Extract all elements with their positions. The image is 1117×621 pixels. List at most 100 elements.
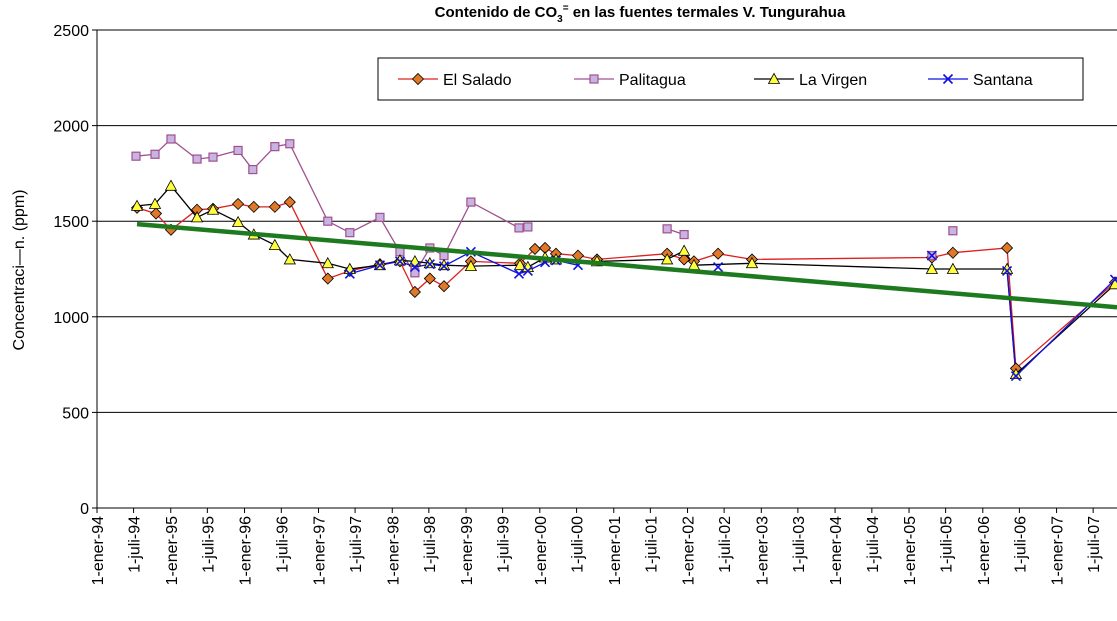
marker <box>678 253 691 266</box>
marker <box>711 247 725 260</box>
marker <box>464 259 478 272</box>
series-line <box>349 251 1116 378</box>
x-tick-label: 1-juli-04 <box>865 516 882 573</box>
marker <box>712 262 724 273</box>
marker <box>345 228 355 238</box>
marker <box>423 272 436 285</box>
marker <box>208 152 218 162</box>
marker <box>926 250 937 261</box>
marker <box>438 261 450 272</box>
marker <box>408 285 421 299</box>
trend-line <box>136 221 1117 310</box>
x-tick-label: 1-ener-96 <box>238 516 255 585</box>
marker <box>394 256 406 267</box>
y-tick-label: 1500 <box>53 214 89 231</box>
marker <box>393 254 407 266</box>
chart-title: Contenido de CO3= en las fuentes termale… <box>435 3 846 25</box>
marker <box>410 268 420 278</box>
marker <box>285 139 295 149</box>
x-tick-label: 1-ener-03 <box>754 516 771 585</box>
marker <box>745 256 759 269</box>
marker <box>513 268 525 279</box>
marker <box>1010 371 1022 382</box>
marker <box>270 142 280 152</box>
title-rest: en las fuentes termales V. Tungurahua <box>569 4 846 21</box>
marker <box>424 259 435 270</box>
marker <box>321 272 334 285</box>
x-tick-label: 1-juli-97 <box>348 516 365 573</box>
marker <box>192 154 202 164</box>
marker <box>283 253 296 265</box>
marker <box>323 216 333 226</box>
marker <box>268 200 281 213</box>
marker <box>514 223 524 233</box>
marker <box>948 226 958 236</box>
x-tick-label: 1-ener-05 <box>902 516 919 585</box>
legend-box <box>377 57 1084 101</box>
marker <box>677 244 691 256</box>
marker <box>466 197 476 207</box>
marker <box>679 229 689 240</box>
x-tick-label: 1-juli-99 <box>496 516 513 573</box>
x-tick-label: 1-ener-95 <box>164 516 181 585</box>
marker <box>522 265 533 276</box>
x-tick-label: 1-juli-07 <box>1086 516 1103 573</box>
x-tick-label: 1-ener-99 <box>459 516 476 585</box>
marker <box>942 73 954 85</box>
marker <box>130 199 144 211</box>
x-tick-label: 1-juli-98 <box>422 516 439 573</box>
marker <box>248 164 258 175</box>
marker <box>409 262 420 273</box>
title-sup: = <box>563 3 569 14</box>
x-tick-label: 1-ener-01 <box>607 516 624 585</box>
marker <box>1108 277 1117 290</box>
marker <box>283 196 296 209</box>
y-axis-label: Concentraci—n. (ppm) <box>11 190 28 351</box>
y-tick-label: 2500 <box>53 23 89 40</box>
x-tick-label: 1-juli-02 <box>717 516 734 573</box>
marker <box>247 200 260 213</box>
marker <box>528 242 542 255</box>
marker <box>131 151 141 161</box>
x-tick-label: 1-juli-01 <box>643 516 660 573</box>
y-tick-label: 2000 <box>53 119 89 136</box>
x-tick-label: 1-juli-96 <box>274 516 291 573</box>
marker <box>190 211 204 223</box>
marker <box>232 197 245 211</box>
x-tick-label: 1-ener-98 <box>385 516 402 585</box>
series-line <box>136 184 1116 376</box>
marker <box>231 215 245 228</box>
y-tick-label: 0 <box>80 501 89 518</box>
x-tick-label: 1-ener-04 <box>828 516 845 585</box>
x-tick-label: 1-juli-94 <box>127 516 144 573</box>
legend-label: Santana <box>973 72 1033 89</box>
marker <box>437 280 451 293</box>
marker <box>423 256 437 269</box>
marker <box>375 212 385 222</box>
marker <box>437 258 451 271</box>
x-tick-label: 1-juli-03 <box>791 516 808 573</box>
marker <box>767 72 781 84</box>
marker <box>149 207 163 220</box>
plot <box>130 134 1117 382</box>
marker <box>344 268 355 279</box>
marker <box>206 203 220 215</box>
marker <box>946 262 960 274</box>
marker <box>662 224 672 234</box>
x-tick-label: 1-ener-00 <box>533 516 550 585</box>
legend-label: La Virgen <box>799 72 867 89</box>
x-tick-label: 1-ener-06 <box>976 516 993 585</box>
marker <box>1109 274 1117 285</box>
y-tick-label: 1000 <box>53 310 89 327</box>
marker <box>374 260 386 271</box>
y-tick-label: 500 <box>62 405 89 422</box>
x-tick-label: 1-ener-02 <box>681 516 698 585</box>
title-sub: 3 <box>557 14 563 25</box>
marker <box>946 246 959 259</box>
marker <box>166 134 176 144</box>
marker <box>439 251 449 261</box>
title-text: Contenido de CO <box>435 4 558 21</box>
marker <box>268 238 282 251</box>
x-tick-label: 1-ener-97 <box>312 516 329 585</box>
